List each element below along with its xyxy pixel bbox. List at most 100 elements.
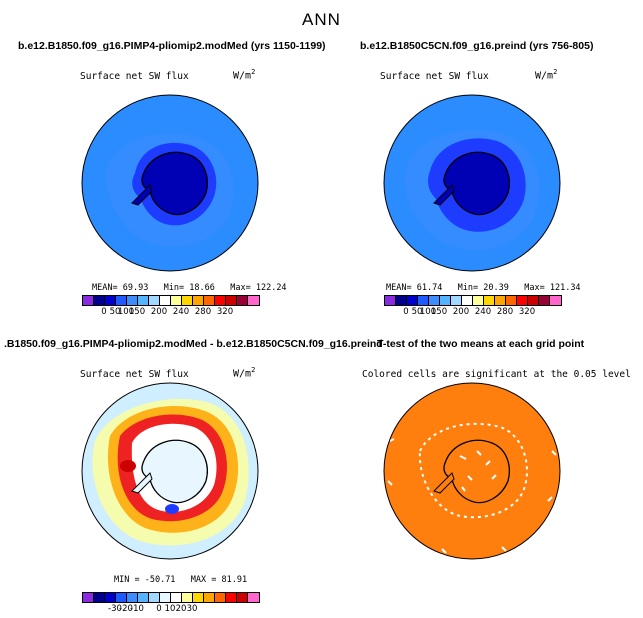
panel4-border [383,382,561,560]
panel3-units: W/m2 [233,366,256,380]
colorbar-swatch [138,593,149,602]
colorbar-swatch [160,296,171,305]
panel4-edge-cells [387,438,557,554]
colorbar-tick-label: 20 [175,604,187,614]
panel1-subtitle: Surface net SW flux [80,71,189,82]
colorbar-tick-label: 30 [186,604,198,614]
colorbar-tick-label: 0 [403,307,409,317]
colorbar-swatch [248,296,259,305]
colorbar-swatch [226,593,237,602]
panel4-peninsula [433,472,455,494]
panel2-colorbar-ticks: 0 50 100 150 200 240 280 320 [384,307,560,319]
colorbar-tick-label: 0 [101,307,107,317]
colorbar-tick-label: 150 [128,307,146,317]
panel4-map [383,382,561,560]
colorbar-swatch [182,296,193,305]
colorbar-swatch [407,296,418,305]
panel4-nonsignificant-ring [418,422,528,519]
colorbar-swatch [171,593,182,602]
colorbar-swatch [204,296,215,305]
colorbar-swatch [385,296,396,305]
panel1-title: b.e12.B1850.f09_g16.PIMP4-pliomip2.modMe… [18,40,326,52]
colorbar-swatch [182,593,193,602]
colorbar-swatch [127,296,138,305]
colorbar-swatch [105,296,116,305]
panel2-units: W/m2 [535,68,558,82]
figure-title: ANN [302,10,341,29]
panel3-subtitle: Surface net SW flux [80,369,189,380]
panel3-stats: MIN = -50.71 MAX = 81.91 [114,575,248,585]
colorbar-tick-label: -20 [119,604,133,614]
colorbar-swatch [539,296,550,305]
panel1-colorbar-ticks: 0 50 100 150 200 240 280 320 [82,307,258,319]
panel4-title: T-test of the two means at each grid poi… [377,338,585,350]
panel3-blue-spot [165,504,179,514]
colorbar-swatch [193,593,204,602]
panel4-subtitle: Colored cells are significant at the 0.0… [362,369,631,380]
colorbar-swatch [396,296,407,305]
colorbar-swatch [116,296,127,305]
panel3-peninsula [131,472,153,494]
colorbar-swatch [193,296,204,305]
panel4-nonsignificant-cells [459,450,497,492]
colorbar-tick-label: 10 [164,604,176,614]
panel1-colorbar [82,295,260,306]
colorbar-swatch [517,296,528,305]
colorbar-swatch [237,593,248,602]
colorbar-tick-label: 200 [452,307,470,317]
panel3-colorbar-ticks: -30 -20 -10 0 10 20 30 [82,604,258,616]
colorbar-swatch [451,296,462,305]
panel2-title: b.e12.B1850C5CN.f09_g16.preind (yrs 756-… [360,40,594,52]
colorbar-swatch [528,296,539,305]
panel3-title: .B1850.f09_g16.PIMP4-pliomip2.modMed - b… [4,338,383,350]
panel2-subtitle: Surface net SW flux [380,71,489,82]
colorbar-swatch [506,296,517,305]
panel3-red-spot [120,460,136,472]
colorbar-swatch [215,296,226,305]
panel2-colorbar [384,295,562,306]
colorbar-swatch [105,593,116,602]
colorbar-swatch [127,593,138,602]
colorbar-swatch [215,593,226,602]
colorbar-tick-label: 320 [216,307,234,317]
colorbar-tick-label: 240 [474,307,492,317]
colorbar-swatch [462,296,473,305]
colorbar-tick-label: 150 [430,307,448,317]
colorbar-swatch [473,296,484,305]
panel1-stats: MEAN= 69.93 Min= 18.66 Max= 122.24 [92,283,287,293]
colorbar-tick-label: 240 [172,307,190,317]
panel3-map [81,382,259,560]
colorbar-swatch [83,593,94,602]
colorbar-swatch [83,296,94,305]
panel2-border [383,94,561,272]
colorbar-swatch [237,296,248,305]
panel2-map [383,94,561,272]
colorbar-tick-label: 200 [150,307,168,317]
colorbar-swatch [116,593,127,602]
panel1-border [81,94,259,272]
panel3-colorbar [82,592,260,603]
colorbar-swatch [149,593,160,602]
colorbar-tick-label: 280 [194,307,212,317]
colorbar-tick-label: 100 [419,307,437,317]
colorbar-tick-label: 100 [117,307,135,317]
colorbar-tick-label: 50 [411,307,423,317]
panel1-units: W/m2 [233,68,256,82]
panel2-peninsula [433,184,455,206]
panel2-stats: MEAN= 61.74 Min= 20.39 Max= 121.34 [386,283,581,293]
colorbar-swatch [226,296,237,305]
colorbar-swatch [440,296,451,305]
colorbar-swatch [160,593,171,602]
colorbar-tick-label: 280 [496,307,514,317]
colorbar-swatch [495,296,506,305]
colorbar-swatch [94,593,105,602]
panel3-border [81,382,259,560]
colorbar-swatch [550,296,561,305]
colorbar-tick-label: -10 [130,604,144,614]
colorbar-swatch [429,296,440,305]
panel1-map [81,94,259,272]
colorbar-tick-label: -30 [108,604,122,614]
colorbar-tick-label: 320 [518,307,536,317]
colorbar-tick-label: 0 [156,604,162,614]
colorbar-swatch [94,296,105,305]
